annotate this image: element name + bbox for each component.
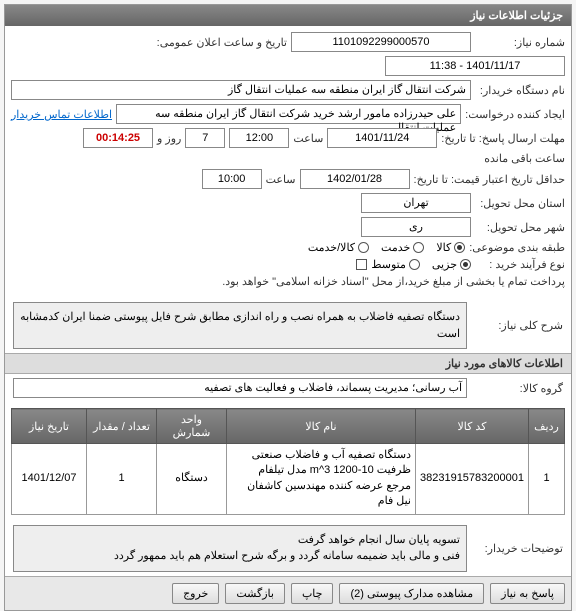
main-panel: جزئیات اطلاعات نیاز شماره نیاز: 11010922… — [4, 4, 572, 611]
buyer-notes-label: توضیحات خریدار: — [473, 542, 563, 555]
creator-field: علی حیدرزاده مامور ارشد خرید شرکت انتقال… — [116, 104, 461, 124]
row-place: استان محل تحویل: تهران — [11, 193, 565, 213]
buyer-notes-box: تسویه پایان سال انجام خواهد گرفت فنی و م… — [13, 525, 467, 572]
print-button[interactable]: چاپ — [291, 583, 334, 604]
validity-label: حداقل تاریخ اعتبار قیمت: تا تاریخ: — [414, 173, 565, 186]
row-group: گروه کالا: آب رسانی؛ مدیریت پسماند، فاضل… — [5, 374, 571, 402]
deadline-date-field: 1401/11/24 — [327, 128, 437, 148]
desc-label: شرح کلی نیاز: — [473, 319, 563, 332]
time-remain-field: 00:14:25 — [83, 128, 153, 148]
validity-date-field: 1402/01/28 — [300, 169, 410, 189]
goods-section-title: اطلاعات کالاهای مورد نیاز — [5, 353, 571, 374]
announce-field: 1401/11/17 - 11:38 — [385, 56, 565, 76]
attachments-button[interactable]: مشاهده مدارک پیوستی (2) — [339, 583, 484, 604]
row-desc: شرح کلی نیاز: دستگاه تصفیه فاضلاب به همر… — [5, 298, 571, 353]
contact-link[interactable]: اطلاعات تماس خریدار — [11, 108, 112, 121]
desc-box: دستگاه تصفیه فاضلاب به همراه نصب و راه ا… — [13, 302, 467, 349]
radio-medium-circle — [409, 259, 420, 270]
td-name: دستگاه تصفیه آب و فاضلاب صنعتی ظرفیت 10-… — [227, 444, 416, 515]
hour-label-2: ساعت — [266, 173, 296, 186]
buyer-field: شرکت انتقال گاز ایران منطقه سه عملیات ان… — [11, 80, 471, 100]
buyer-label: نام دستگاه خریدار: — [475, 84, 565, 97]
row-creator: ایجاد کننده درخواست: علی حیدرزاده مامور … — [11, 104, 565, 124]
radio-goodsservice[interactable]: کالا/خدمت — [308, 241, 369, 254]
radio-goodsservice-circle — [358, 242, 369, 253]
city-label: شهر محل تحویل: — [475, 221, 565, 234]
radio-partial[interactable]: جزیی — [432, 258, 471, 271]
row-category: طبقه بندی موضوعی: کالا خدمت کالا/خدمت — [11, 241, 565, 254]
payment-note: پرداخت تمام یا بخشی از مبلغ خرید،از محل … — [222, 275, 565, 288]
td-code: 38231915783200001 — [415, 444, 528, 515]
radio-partial-label: جزیی — [432, 258, 457, 271]
th-date: تاریخ نیاز — [12, 409, 87, 444]
th-unit: واحد شمارش — [157, 409, 227, 444]
place-label: استان محل تحویل: — [475, 197, 565, 210]
row-process: نوع فرآیند خرید : جزیی متوسط پرداخت تمام… — [11, 258, 565, 288]
category-radio-group: کالا خدمت کالا/خدمت — [308, 241, 465, 254]
group-field: آب رسانی؛ مدیریت پسماند، فاضلاب و فعالیت… — [13, 378, 467, 398]
row-city: شهر محل تحویل: ری — [11, 217, 565, 237]
payment-checkbox[interactable] — [356, 259, 367, 270]
creator-label: ایجاد کننده درخواست: — [465, 108, 565, 121]
td-date: 1401/12/07 — [12, 444, 87, 515]
th-name: نام کالا — [227, 409, 416, 444]
process-radio-group: جزیی متوسط — [371, 258, 471, 271]
validity-hour-field: 10:00 — [202, 169, 262, 189]
city-field: ری — [361, 217, 471, 237]
radio-goodsservice-label: کالا/خدمت — [308, 241, 355, 254]
footer-buttons: پاسخ به نیاز مشاهده مدارک پیوستی (2) چاپ… — [5, 576, 571, 610]
announce-label: تاریخ و ساعت اعلان عمومی: — [157, 36, 287, 49]
row-deadline: مهلت ارسال پاسخ: تا تاریخ: 1401/11/24 سا… — [11, 128, 565, 165]
exit-button[interactable]: خروج — [172, 583, 219, 604]
days-and-label: روز و — [157, 132, 181, 145]
radio-goods[interactable]: کالا — [436, 241, 465, 254]
row-buyer-notes: توضیحات خریدار: تسویه پایان سال انجام خو… — [5, 521, 571, 576]
radio-goods-circle — [454, 242, 465, 253]
deadline-label: مهلت ارسال پاسخ: تا تاریخ: — [441, 132, 565, 145]
table-header-row: ردیف کد کالا نام کالا واحد شمارش تعداد /… — [12, 409, 565, 444]
th-idx: ردیف — [529, 409, 565, 444]
th-code: کد کالا — [415, 409, 528, 444]
td-qty: 1 — [87, 444, 157, 515]
deadline-hour-field: 12:00 — [229, 128, 289, 148]
radio-goods-label: کالا — [436, 241, 451, 254]
category-label: طبقه بندی موضوعی: — [469, 241, 565, 254]
hour-label-1: ساعت — [293, 132, 323, 145]
need-no-label: شماره نیاز: — [475, 36, 565, 49]
process-label: نوع فرآیند خرید : — [475, 258, 565, 271]
td-unit: دستگاه — [157, 444, 227, 515]
group-label: گروه کالا: — [473, 382, 563, 395]
td-idx: 1 — [529, 444, 565, 515]
row-validity: حداقل تاریخ اعتبار قیمت: تا تاریخ: 1402/… — [11, 169, 565, 189]
row-need-no: شماره نیاز: 1101092299000570 تاریخ و ساع… — [11, 32, 565, 76]
radio-service-circle — [413, 242, 424, 253]
radio-service[interactable]: خدمت — [381, 241, 424, 254]
radio-service-label: خدمت — [381, 241, 410, 254]
reply-button[interactable]: پاسخ به نیاز — [490, 583, 565, 604]
radio-partial-circle — [460, 259, 471, 270]
place-field: تهران — [361, 193, 471, 213]
radio-medium[interactable]: متوسط — [371, 258, 420, 271]
time-remain-label: ساعت باقی مانده — [484, 152, 565, 165]
days-remain-field: 7 — [185, 128, 225, 148]
goods-table: ردیف کد کالا نام کالا واحد شمارش تعداد /… — [11, 408, 565, 515]
th-qty: تعداد / مقدار — [87, 409, 157, 444]
need-no-field: 1101092299000570 — [291, 32, 471, 52]
table-row: 1 38231915783200001 دستگاه تصفیه آب و فا… — [12, 444, 565, 515]
back-button[interactable]: بازگشت — [225, 583, 285, 604]
row-buyer: نام دستگاه خریدار: شرکت انتقال گاز ایران… — [11, 80, 565, 100]
panel-title: جزئیات اطلاعات نیاز — [5, 5, 571, 26]
form-area: شماره نیاز: 1101092299000570 تاریخ و ساع… — [5, 26, 571, 298]
radio-medium-label: متوسط — [371, 258, 406, 271]
